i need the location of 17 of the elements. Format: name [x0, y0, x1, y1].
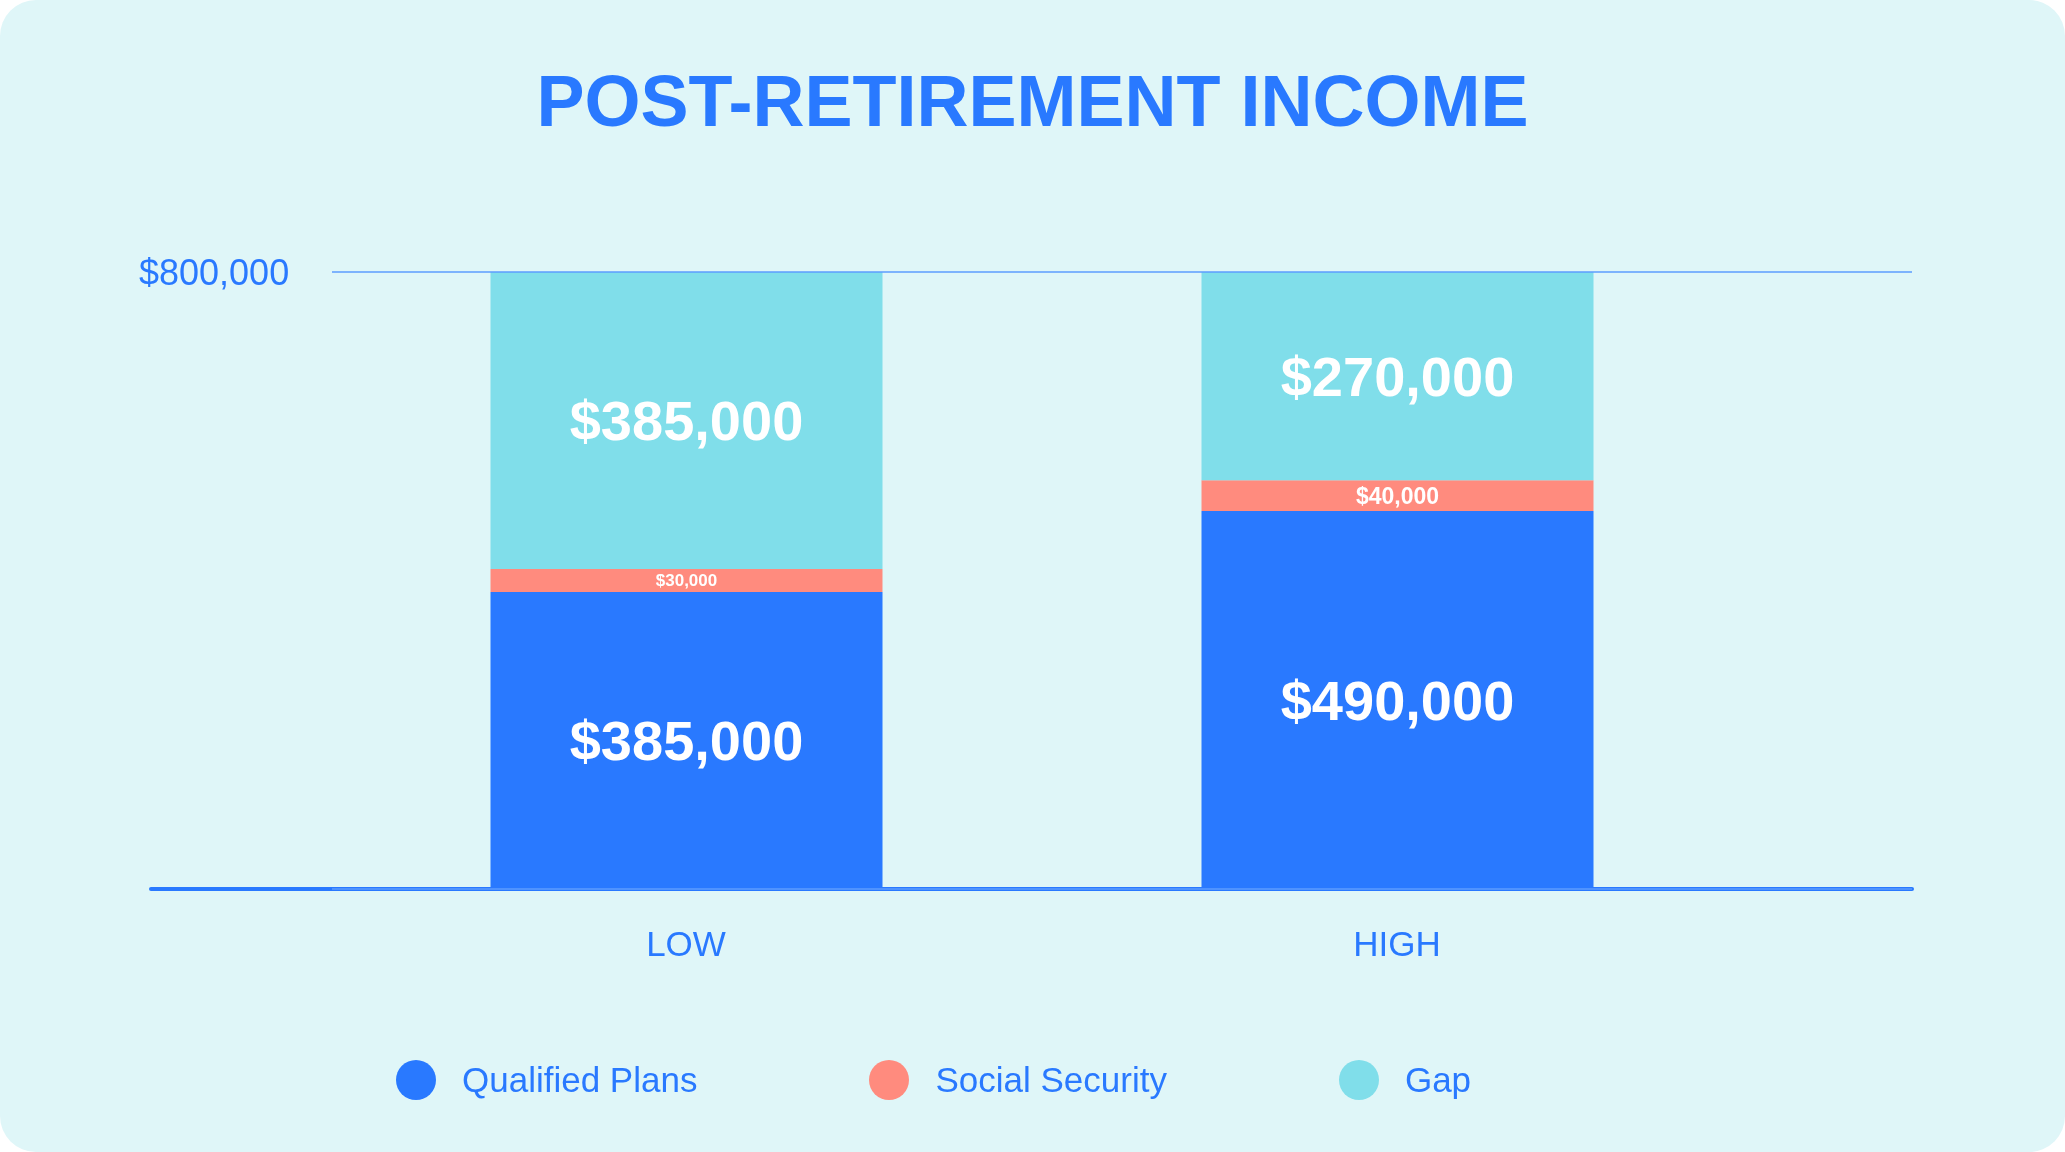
chart-title: POST-RETIREMENT INCOME [535, 60, 1530, 143]
data-label: $30,000 [655, 571, 718, 590]
data-label: $385,000 [569, 388, 804, 452]
bar [490, 568, 883, 593]
data-label: $40,000 [1355, 482, 1440, 509]
x-tick-label: LOW [646, 923, 726, 963]
data-label: $385,000 [569, 709, 804, 773]
legend-label: Social Security [935, 1060, 1167, 1100]
bar [1201, 480, 1594, 512]
y-tick-label: $800,000 [139, 251, 290, 293]
data-label: $490,000 [1280, 668, 1515, 732]
data-label: $270,000 [1280, 344, 1515, 408]
legend-label: Gap [1404, 1060, 1472, 1100]
bar [490, 272, 883, 569]
bar [1201, 272, 1594, 481]
legend-label: Qualified Plans [462, 1060, 698, 1100]
x-tick-label: HIGH [1353, 923, 1441, 963]
